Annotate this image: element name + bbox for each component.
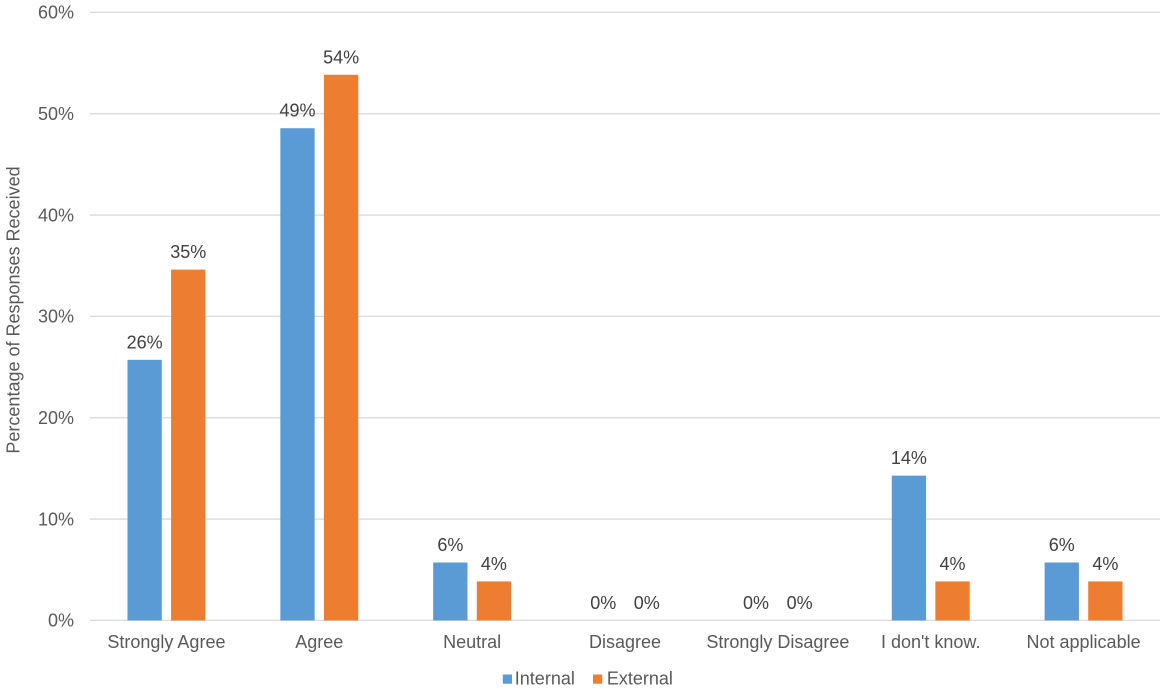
svg-text:4%: 4% bbox=[940, 554, 966, 574]
svg-text:4%: 4% bbox=[1092, 554, 1118, 574]
svg-text:External: External bbox=[607, 669, 673, 689]
svg-text:Strongly Agree: Strongly Agree bbox=[107, 632, 225, 652]
svg-text:10%: 10% bbox=[38, 509, 74, 529]
svg-text:I don't know.: I don't know. bbox=[881, 632, 981, 652]
svg-text:50%: 50% bbox=[38, 104, 74, 124]
svg-text:6%: 6% bbox=[437, 535, 463, 555]
svg-text:0%: 0% bbox=[787, 593, 813, 613]
svg-text:26%: 26% bbox=[127, 332, 163, 352]
svg-text:Agree: Agree bbox=[295, 632, 343, 652]
svg-text:0%: 0% bbox=[590, 593, 616, 613]
svg-text:0%: 0% bbox=[48, 611, 74, 631]
svg-text:14%: 14% bbox=[891, 448, 927, 468]
svg-text:54%: 54% bbox=[323, 47, 359, 67]
svg-text:40%: 40% bbox=[38, 205, 74, 225]
svg-text:Percentage of Responses Receiv: Percentage of Responses Received bbox=[3, 166, 23, 453]
svg-text:Strongly Disagree: Strongly Disagree bbox=[706, 632, 849, 652]
svg-text:0%: 0% bbox=[634, 593, 660, 613]
svg-text:6%: 6% bbox=[1049, 535, 1075, 555]
svg-text:0%: 0% bbox=[743, 593, 769, 613]
svg-text:Not applicable: Not applicable bbox=[1027, 632, 1141, 652]
svg-text:Neutral: Neutral bbox=[443, 632, 501, 652]
svg-text:20%: 20% bbox=[38, 408, 74, 428]
svg-text:30%: 30% bbox=[38, 307, 74, 327]
svg-text:Disagree: Disagree bbox=[589, 632, 661, 652]
svg-text:35%: 35% bbox=[170, 242, 206, 262]
svg-text:4%: 4% bbox=[481, 554, 507, 574]
svg-text:49%: 49% bbox=[279, 101, 315, 121]
svg-text:60%: 60% bbox=[38, 3, 74, 23]
svg-text:Internal: Internal bbox=[515, 669, 575, 689]
